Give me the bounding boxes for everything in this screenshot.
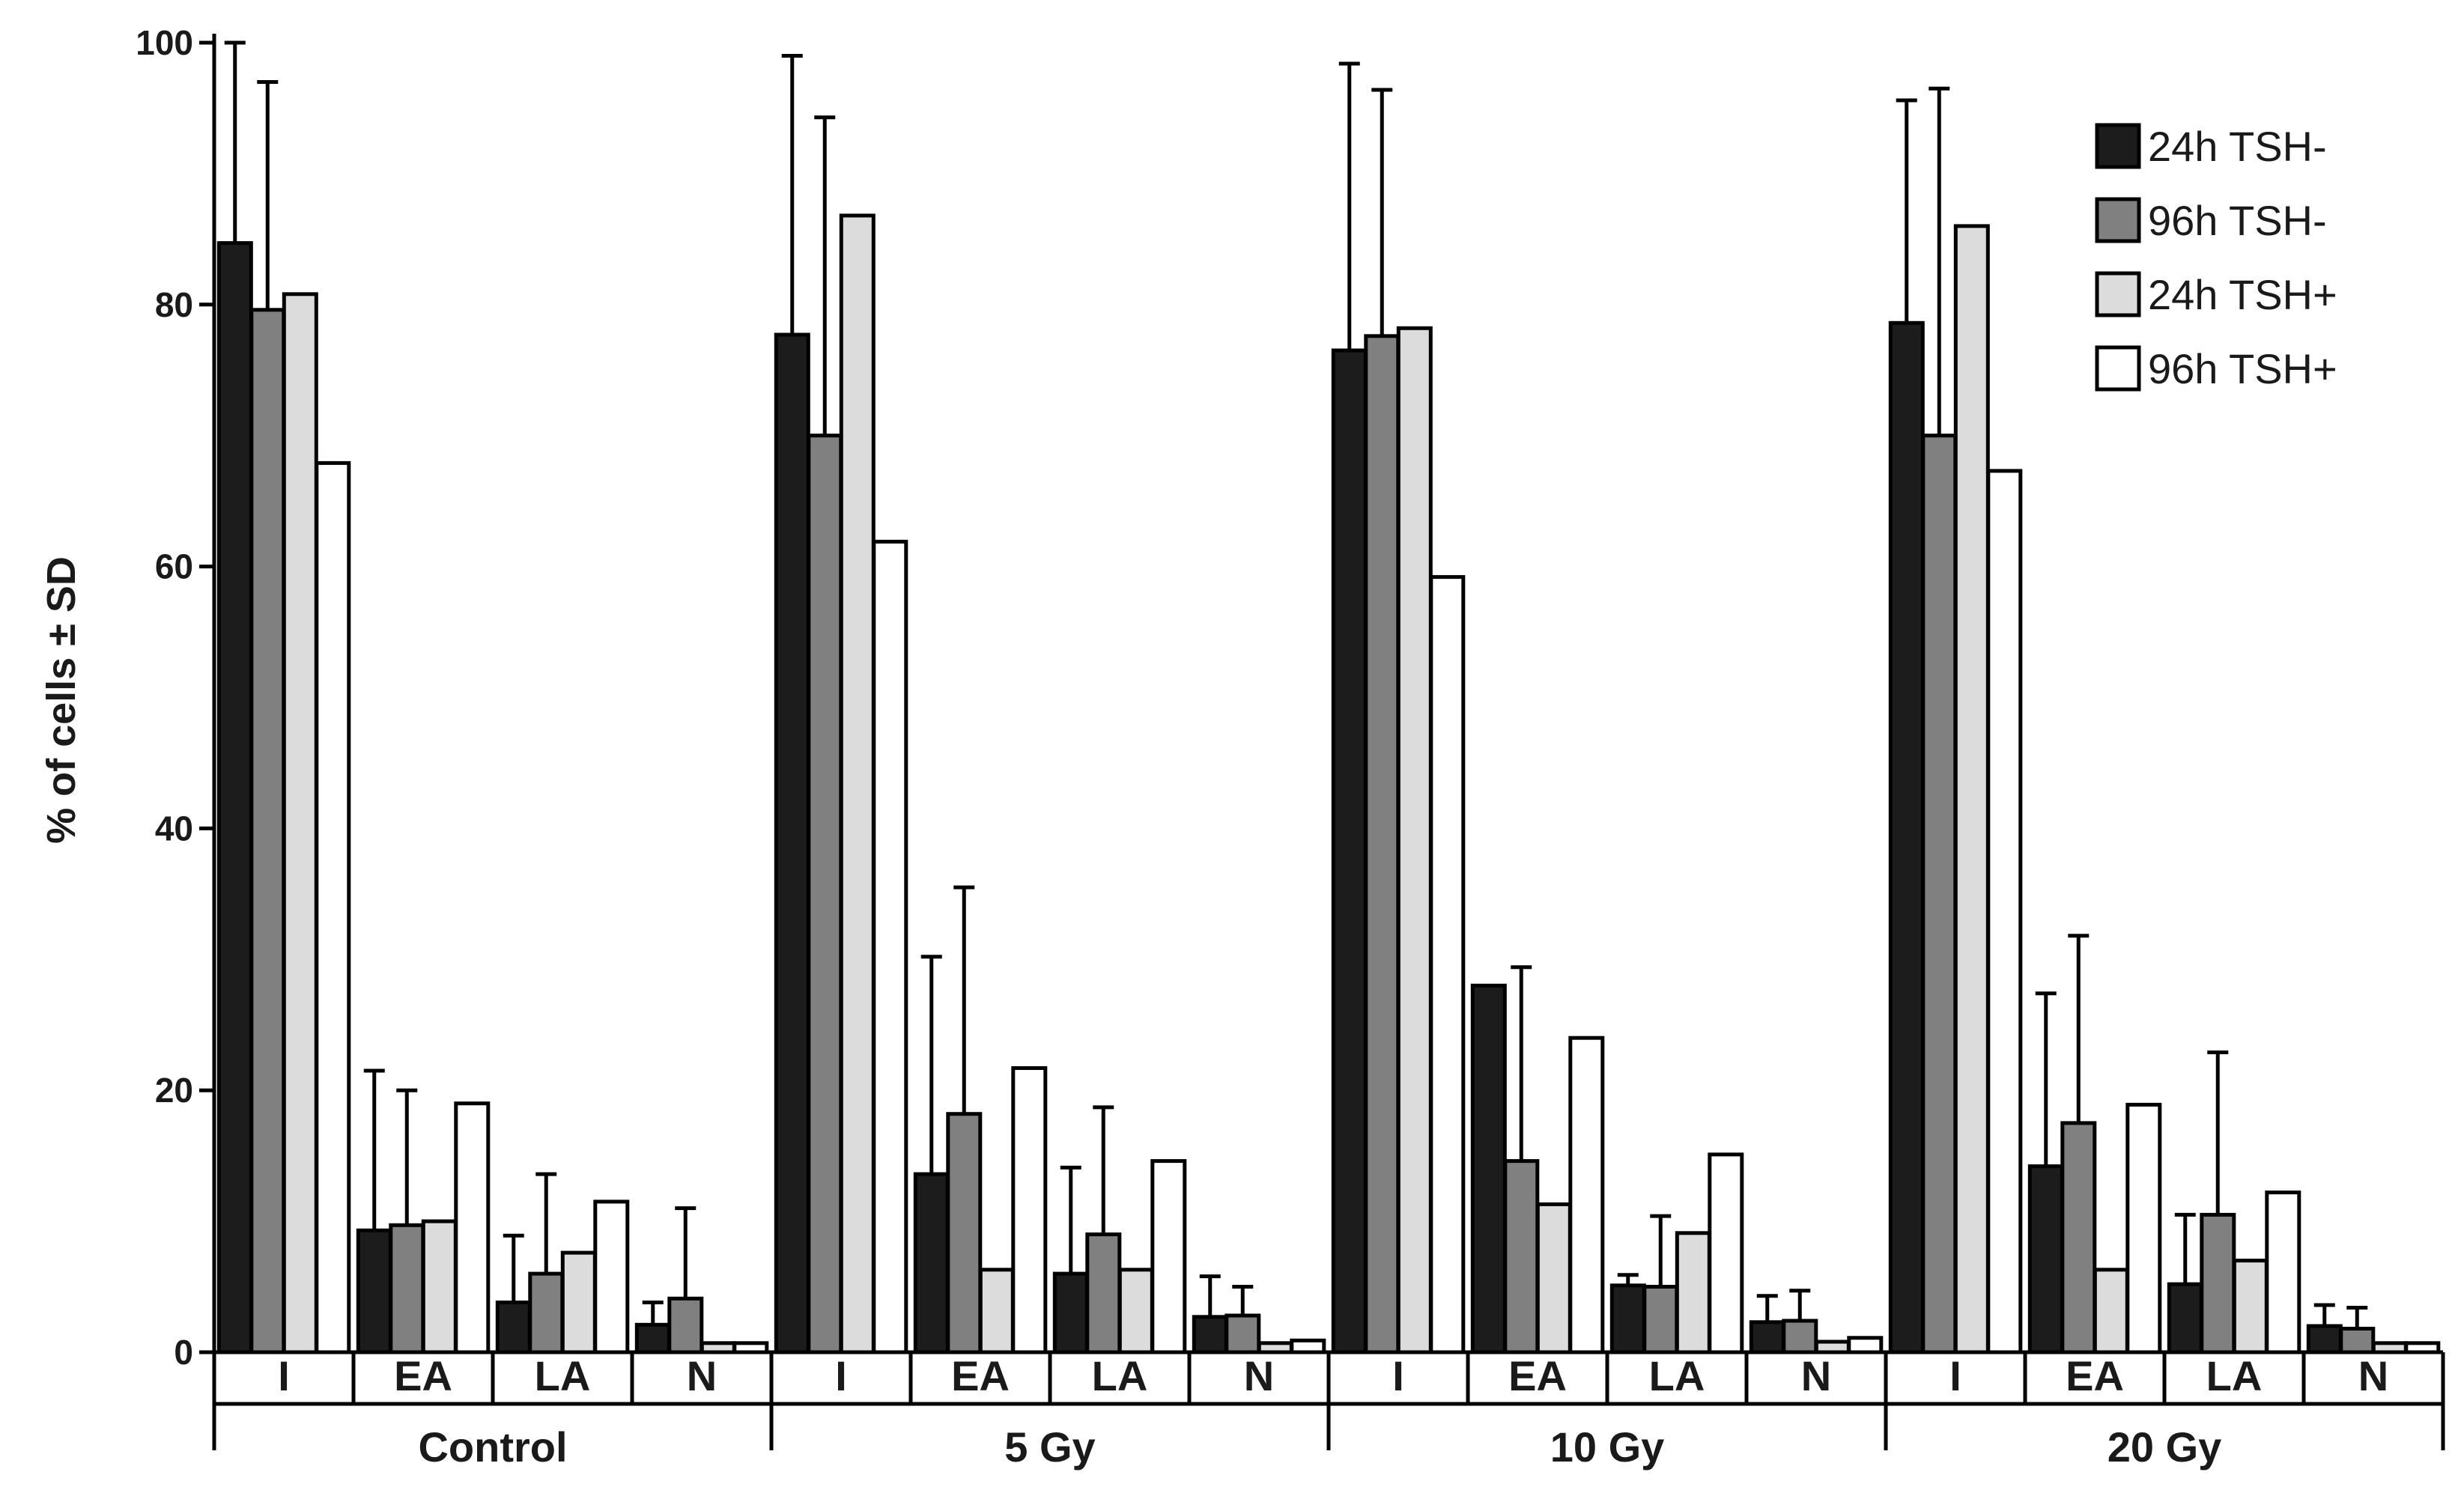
category-label: LA [2206, 1352, 2263, 1399]
bar [1503, 1159, 1540, 1354]
bar [946, 1112, 983, 1354]
category-label: LA [1649, 1352, 1705, 1399]
bar [1011, 1066, 1048, 1354]
bar [1986, 469, 2023, 1354]
bar [1888, 320, 1925, 1354]
bar [2339, 1327, 2376, 1354]
bar [1921, 434, 1958, 1354]
category-label: N [1244, 1352, 1274, 1399]
category-label: I [1949, 1352, 1961, 1399]
category-label: EA [951, 1352, 1010, 1399]
axes-layer: 0 20 40 60 80 100 I EA LA N Control I EA LA N 5 Gy I EA LA… [136, 23, 2445, 1471]
bar [1085, 1232, 1122, 1354]
bar [774, 332, 810, 1354]
group-label: 20 Gy [2108, 1423, 2222, 1471]
bar [1847, 1336, 1884, 1354]
bar [1568, 1036, 1605, 1354]
legend-label: 96h TSH- [2148, 197, 2327, 244]
y-tick-label: 100 [136, 23, 193, 62]
bar [1782, 1319, 1818, 1354]
bar [356, 1228, 392, 1354]
bar [978, 1268, 1015, 1354]
category-label: N [2358, 1352, 2388, 1399]
bar [2232, 1259, 2269, 1354]
category-label: N [1801, 1352, 1831, 1399]
category-label: LA [1092, 1352, 1148, 1399]
legend-label: 96h TSH+ [2148, 345, 2337, 392]
category-label: I [1392, 1352, 1404, 1399]
bar [1364, 334, 1401, 1354]
bar [2265, 1190, 2301, 1354]
legend-label: 24h TSH+ [2148, 271, 2337, 318]
bar [807, 434, 843, 1354]
bar [454, 1101, 491, 1354]
bar [1192, 1315, 1228, 1354]
bar [2060, 1121, 2097, 1354]
bar [2093, 1268, 2129, 1354]
bar [2200, 1212, 2236, 1354]
bar [2167, 1282, 2203, 1354]
bar [560, 1250, 597, 1354]
category-label: LA [535, 1352, 591, 1399]
bar [389, 1223, 425, 1354]
bar [421, 1219, 458, 1354]
y-tick-label: 40 [155, 809, 193, 848]
bar [1953, 224, 1990, 1354]
y-axis-title: % of cells ± SD [39, 556, 84, 844]
legend-swatch [2095, 123, 2141, 169]
bar [1117, 1268, 1154, 1354]
y-tick-label: 60 [155, 547, 193, 586]
bar [1150, 1159, 1187, 1354]
bar [1749, 1320, 1785, 1354]
bar [495, 1301, 532, 1354]
legend-label: 24h TSH- [2148, 123, 2327, 170]
category-label: EA [1508, 1352, 1567, 1399]
group-label: 5 Gy [1004, 1423, 1095, 1471]
category-label: I [835, 1352, 847, 1399]
legend: 24h TSH- 96h TSH- 24h TSH+ 96h TSH+ [2095, 123, 2337, 392]
bar [872, 539, 908, 1354]
y-tick-label: 0 [174, 1333, 193, 1372]
bar [1642, 1285, 1679, 1354]
bar [1535, 1202, 1572, 1354]
bar [1675, 1231, 1711, 1354]
group-label: 10 Gy [1550, 1423, 1665, 1471]
bar [1429, 575, 1466, 1354]
category-label: I [278, 1352, 290, 1399]
error-bars-layer [224, 40, 2368, 1329]
bar [1225, 1313, 1261, 1354]
bar [1470, 983, 1507, 1354]
bar [667, 1296, 704, 1354]
bar [315, 460, 351, 1354]
bar [1052, 1271, 1089, 1354]
bar [249, 308, 286, 1354]
bar [2125, 1102, 2162, 1354]
legend-swatch [2095, 271, 2141, 317]
bar [1708, 1152, 1744, 1354]
legend-swatch [2095, 197, 2141, 243]
bar [1396, 326, 1433, 1354]
bar [593, 1199, 630, 1354]
bar [2027, 1164, 2064, 1354]
bar [216, 241, 253, 1354]
bar [1331, 348, 1368, 1354]
y-tick-label: 20 [155, 1071, 193, 1110]
category-label: EA [394, 1352, 452, 1399]
bar [634, 1322, 671, 1354]
legend-swatch [2095, 345, 2141, 392]
bar [1609, 1283, 1646, 1354]
group-label: Control [418, 1423, 567, 1471]
bar [528, 1271, 565, 1354]
category-label: N [687, 1352, 717, 1399]
y-tick-label: 80 [155, 285, 193, 324]
bar [282, 292, 318, 1354]
bar [2306, 1324, 2343, 1354]
category-label: EA [2066, 1352, 2124, 1399]
bar [913, 1172, 950, 1354]
bars-layer [216, 213, 2441, 1354]
bar [839, 213, 876, 1354]
